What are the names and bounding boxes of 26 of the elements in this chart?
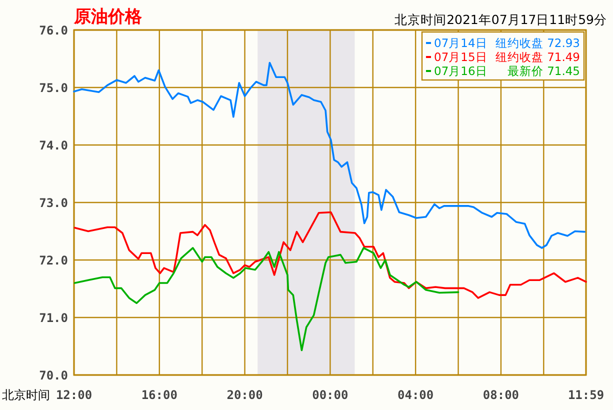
legend-label: 07月16日	[434, 64, 488, 78]
y-tick-label: 72.0	[39, 254, 68, 268]
annotation: 纽约收盘 71.49	[495, 50, 580, 64]
chart-title: 原油价格	[73, 7, 143, 27]
x-tick-label: 04:00	[398, 388, 434, 402]
annotation: 纽约收盘 72.93	[495, 36, 580, 50]
chart-subtitle: 北京时间2021年07月17日11时59分	[394, 12, 607, 27]
y-tick-label: 73.0	[39, 196, 68, 210]
line-series	[74, 247, 460, 352]
legend-label: 07月15日	[434, 50, 488, 64]
y-tick-label: 76.0	[39, 24, 68, 38]
y-tick-label: 74.0	[39, 138, 68, 152]
legend-label: 07月14日	[434, 36, 488, 50]
x-tick-label: 20:00	[226, 388, 263, 402]
y-tick-label: 75.0	[39, 81, 68, 95]
annotation: 最新价 71.45	[507, 64, 580, 78]
line-series	[74, 211, 587, 299]
x-tick-label: 16:00	[141, 388, 178, 402]
y-tick-label: 71.0	[39, 311, 68, 325]
x-tick-label: 11:59	[568, 388, 604, 402]
x-tick-label: 00:00	[312, 388, 348, 402]
y-tick-label: 70.0	[39, 368, 68, 382]
x-tick-label: 12:00	[56, 388, 92, 402]
x-tick-label: 08:00	[482, 388, 520, 402]
line-series	[73, 62, 586, 249]
x-axis-title: 北京时间	[2, 388, 50, 402]
